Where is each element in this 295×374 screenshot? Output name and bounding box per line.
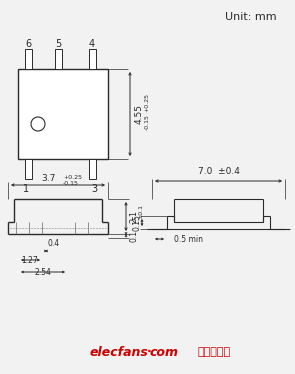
Text: 4.55: 4.55 <box>135 104 143 124</box>
Text: ·: · <box>147 346 151 359</box>
Bar <box>18 69 108 159</box>
Text: 电子发烧友: 电子发烧友 <box>198 347 231 357</box>
Text: +0.25: +0.25 <box>63 175 82 180</box>
Bar <box>24 49 32 69</box>
Text: 3: 3 <box>91 184 97 194</box>
Bar <box>24 159 32 179</box>
Text: -0.15: -0.15 <box>145 114 150 130</box>
Bar <box>88 159 96 179</box>
Text: -0.15: -0.15 <box>63 181 79 186</box>
Text: +0.25: +0.25 <box>145 92 150 111</box>
Text: 0.1: 0.1 <box>130 230 138 242</box>
Text: 1: 1 <box>23 184 29 194</box>
Bar <box>55 49 61 69</box>
Text: 3.7: 3.7 <box>41 174 55 183</box>
Text: com: com <box>150 346 179 359</box>
Text: 2.54: 2.54 <box>35 268 51 277</box>
Text: elecfans: elecfans <box>89 346 148 359</box>
Text: 7.0  ±0.4: 7.0 ±0.4 <box>198 167 240 176</box>
Text: 5: 5 <box>55 39 61 49</box>
Text: 0.4: 0.4 <box>48 239 60 248</box>
Text: 1.27: 1.27 <box>22 256 38 265</box>
Text: Unit: mm: Unit: mm <box>225 12 277 22</box>
Text: 4: 4 <box>89 39 95 49</box>
Text: 2.1: 2.1 <box>130 210 138 223</box>
Text: 6: 6 <box>25 39 31 49</box>
Text: ±0.1: ±0.1 <box>138 204 143 219</box>
Bar <box>88 49 96 69</box>
Text: 0.15: 0.15 <box>132 214 142 231</box>
Text: 0.5 min: 0.5 min <box>174 234 203 243</box>
